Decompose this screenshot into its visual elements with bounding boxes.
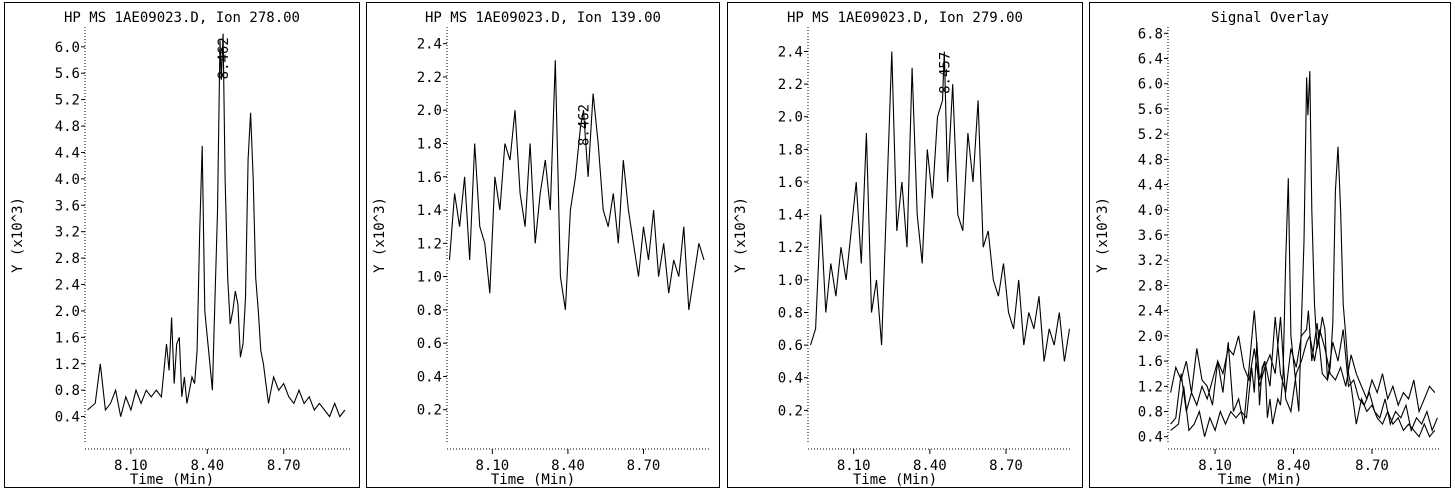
y-axis-label: Y (x10^3) xyxy=(733,197,749,273)
x-tick-label: 8.10 xyxy=(837,458,871,474)
chart-signal-overlay: Signal Overlay 0.4 0.8 1.2 1.6 2.0 2.4 2.8 3.2 3.… xyxy=(1095,10,1440,487)
y-tick-label: 1.8 xyxy=(778,142,803,158)
y-tick-label: 1.4 xyxy=(778,208,803,224)
x-tick-label: 8.40 xyxy=(913,458,947,474)
x-axis-label: Time (Min) xyxy=(1218,472,1302,487)
x-tick-label: 8.40 xyxy=(551,458,585,474)
series-line-1 xyxy=(1170,316,1436,414)
chart-ion-279: HP MS 1AE09023.D, Ion 279.00 0.2 0.4 0.6 0.8… xyxy=(733,10,1072,487)
y-tick-label: 5.6 xyxy=(1138,102,1163,118)
y-tick-label: 2.0 xyxy=(55,304,80,320)
y-tick-label: 5.6 xyxy=(55,66,80,82)
y-tick-label: 4.4 xyxy=(1138,178,1163,194)
y-tick-label: 5.2 xyxy=(1138,127,1163,143)
y-tick-label: 1.2 xyxy=(1138,379,1163,395)
x-tick-label: 8.10 xyxy=(1198,458,1232,474)
x-tick-label: 8.70 xyxy=(627,458,661,474)
y-tick-label: 3.2 xyxy=(55,225,80,241)
chart-panel-ion-278: HP MS 1AE09023.D, Ion 278.00 0.4 0.8 1.2 1.6… xyxy=(4,2,360,488)
x-axis-label: Time (Min) xyxy=(491,472,575,487)
y-tick-label: 2.4 xyxy=(55,278,80,294)
y-tick-label: 1.4 xyxy=(417,203,442,219)
chart-panel-ion-139: HP MS 1AE09023.D, Ion 139.00 0.2 0.4 0.6 0.8… xyxy=(366,2,720,488)
peak-label: 8.457 xyxy=(937,52,953,94)
x-tick-label: 8.70 xyxy=(267,458,301,474)
series-line-0 xyxy=(809,51,1071,362)
y-tick-label: 0.2 xyxy=(417,403,442,419)
chart-title: HP MS 1AE09023.D, Ion 279.00 xyxy=(787,10,1023,26)
y-tick-label: 2.8 xyxy=(1138,278,1163,294)
series-line-0 xyxy=(1170,71,1436,438)
y-tick-label: 0.4 xyxy=(778,371,803,387)
y-tick-label: 1.2 xyxy=(778,240,803,256)
chart-ion-139: HP MS 1AE09023.D, Ion 139.00 0.2 0.4 0.6 0.8… xyxy=(372,10,709,487)
y-tick-label: 4.8 xyxy=(55,119,80,135)
y-tick-label: 1.2 xyxy=(55,357,80,373)
y-tick-label: 1.2 xyxy=(417,236,442,252)
y-tick-label: 2.2 xyxy=(778,77,803,93)
peak-label: 8.462 xyxy=(577,104,593,146)
chart-title: HP MS 1AE09023.D, Ion 139.00 xyxy=(425,10,661,26)
x-axis-label: Time (Min) xyxy=(853,472,937,487)
y-tick-label: 2.4 xyxy=(417,37,442,53)
y-axis-label: Y (x10^3) xyxy=(10,197,26,273)
series-line-0 xyxy=(448,60,705,310)
chart-title: Signal Overlay xyxy=(1211,10,1329,26)
y-tick-label: 1.8 xyxy=(417,136,442,152)
y-tick-label: 3.6 xyxy=(55,198,80,214)
y-tick-label: 0.8 xyxy=(1138,404,1163,420)
y-tick-label: 1.6 xyxy=(778,175,803,191)
x-tick-label: 8.70 xyxy=(1355,458,1389,474)
y-tick-label: 2.2 xyxy=(417,70,442,86)
y-tick-label: 0.4 xyxy=(1138,430,1163,446)
x-tick-label: 8.10 xyxy=(114,458,148,474)
series-line-2 xyxy=(1170,310,1438,433)
y-tick-label: 5.2 xyxy=(55,93,80,109)
y-tick-label: 0.6 xyxy=(417,336,442,352)
y-tick-label: 4.8 xyxy=(1138,152,1163,168)
y-tick-label: 2.0 xyxy=(417,103,442,119)
y-tick-label: 6.8 xyxy=(1138,26,1163,42)
y-tick-label: 0.6 xyxy=(778,338,803,354)
y-tick-label: 0.4 xyxy=(55,410,80,426)
y-tick-label: 0.2 xyxy=(778,403,803,419)
y-tick-label: 2.0 xyxy=(778,110,803,126)
y-tick-label: 2.8 xyxy=(55,251,80,267)
x-axis-label: Time (Min) xyxy=(130,472,214,487)
y-tick-label: 1.0 xyxy=(417,270,442,286)
chart-title: HP MS 1AE09023.D, Ion 278.00 xyxy=(64,10,300,26)
x-tick-label: 8.40 xyxy=(1277,458,1311,474)
y-tick-label: 0.8 xyxy=(417,303,442,319)
y-tick-label: 2.4 xyxy=(1138,304,1163,320)
y-tick-label: 0.4 xyxy=(417,369,442,385)
y-tick-label: 4.0 xyxy=(1138,203,1163,219)
y-tick-label: 6.0 xyxy=(55,40,80,56)
y-tick-label: 2.4 xyxy=(778,44,803,60)
y-tick-label: 0.8 xyxy=(55,383,80,399)
y-tick-label: 4.4 xyxy=(55,145,80,161)
chart-panel-ion-279: HP MS 1AE09023.D, Ion 279.00 0.2 0.4 0.6 0.8… xyxy=(727,2,1083,488)
y-tick-label: 1.6 xyxy=(55,330,80,346)
peak-label: 8.462 xyxy=(216,37,232,79)
y-tick-label: 3.6 xyxy=(1138,228,1163,244)
y-tick-label: 6.0 xyxy=(1138,77,1163,93)
y-axis-label: Y (x10^3) xyxy=(372,197,388,273)
y-tick-label: 4.0 xyxy=(55,172,80,188)
y-tick-label: 6.4 xyxy=(1138,52,1163,68)
chart-ion-278: HP MS 1AE09023.D, Ion 278.00 0.4 0.8 1.2 1.6… xyxy=(10,10,350,487)
y-tick-label: 3.2 xyxy=(1138,253,1163,269)
y-tick-label: 0.8 xyxy=(778,305,803,321)
y-tick-label: 1.6 xyxy=(417,170,442,186)
x-tick-label: 8.10 xyxy=(475,458,509,474)
x-tick-label: 8.70 xyxy=(989,458,1023,474)
y-tick-label: 1.0 xyxy=(778,273,803,289)
y-tick-label: 2.0 xyxy=(1138,329,1163,345)
y-tick-label: 1.6 xyxy=(1138,354,1163,370)
y-axis-label: Y (x10^3) xyxy=(1095,197,1111,273)
x-tick-label: 8.40 xyxy=(190,458,224,474)
series-line-0 xyxy=(87,33,346,418)
chart-panel-signal-overlay: Signal Overlay 0.4 0.8 1.2 1.6 2.0 2.4 2.8 3.2 3.… xyxy=(1089,2,1451,488)
